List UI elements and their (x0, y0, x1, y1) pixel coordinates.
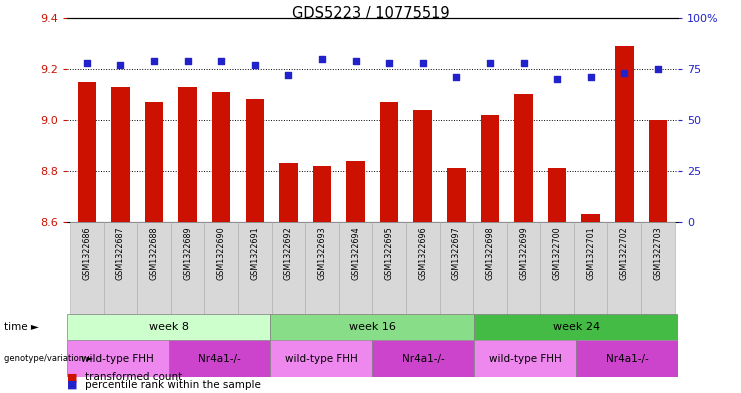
Text: GSM1322695: GSM1322695 (385, 227, 393, 281)
Text: GSM1322693: GSM1322693 (317, 227, 327, 280)
Point (182, 57, 193, 64)
Bar (205, 222, 238, 314)
Point (81, 59, 93, 66)
Text: GSM1322703: GSM1322703 (654, 227, 662, 280)
Text: GSM1322698: GSM1322698 (485, 227, 494, 280)
Bar (481, 115, 499, 222)
Point (249, 62, 261, 68)
Point (216, 57, 227, 64)
Point (282, 72, 294, 78)
Bar (67, 340, 168, 377)
Text: Nr4a1-/-: Nr4a1-/- (605, 354, 648, 364)
Bar (648, 120, 667, 222)
Bar (474, 340, 576, 377)
Bar (439, 222, 473, 314)
Bar (548, 168, 566, 222)
Bar (447, 168, 465, 222)
Bar (144, 102, 163, 222)
Point (416, 59, 428, 66)
Text: wild-type FHH: wild-type FHH (285, 354, 358, 364)
Text: GSM1322691: GSM1322691 (250, 227, 259, 280)
Bar (179, 86, 197, 222)
Text: ■: ■ (67, 380, 77, 390)
Bar (339, 222, 373, 314)
Point (350, 57, 362, 64)
Bar (608, 222, 641, 314)
Bar (279, 163, 298, 222)
Bar (641, 222, 674, 314)
Point (585, 74, 597, 80)
Bar (582, 214, 600, 222)
Text: GSM1322700: GSM1322700 (553, 227, 562, 280)
Text: GSM1322702: GSM1322702 (619, 227, 629, 281)
Point (652, 66, 664, 72)
Point (316, 55, 328, 62)
Bar (514, 94, 533, 222)
Bar (372, 222, 406, 314)
Bar (245, 99, 264, 222)
Text: GSM1322690: GSM1322690 (216, 227, 226, 280)
Bar (305, 222, 339, 314)
Bar (104, 222, 137, 314)
Text: Nr4a1-/-: Nr4a1-/- (198, 354, 241, 364)
Text: wild-type FHH: wild-type FHH (82, 354, 154, 364)
Bar (111, 86, 130, 222)
Text: GSM1322688: GSM1322688 (150, 227, 159, 280)
Bar (406, 222, 439, 314)
Text: GSM1322686: GSM1322686 (82, 227, 91, 280)
Text: GDS5223 / 10775519: GDS5223 / 10775519 (292, 6, 449, 21)
Bar (137, 222, 171, 314)
Text: genotype/variation ►: genotype/variation ► (4, 354, 93, 363)
Text: week 8: week 8 (149, 322, 188, 332)
Point (148, 57, 160, 64)
Text: Nr4a1-/-: Nr4a1-/- (402, 354, 445, 364)
Bar (272, 222, 305, 314)
Bar (540, 222, 574, 314)
Text: wild-type FHH: wild-type FHH (489, 354, 562, 364)
Text: GSM1322694: GSM1322694 (351, 227, 360, 280)
Bar (70, 222, 104, 314)
Text: GSM1322696: GSM1322696 (418, 227, 428, 280)
Bar (576, 340, 678, 377)
Bar (372, 340, 474, 377)
Bar (238, 222, 272, 314)
Text: week 16: week 16 (349, 322, 396, 332)
Text: ■: ■ (67, 372, 77, 382)
Text: GSM1322692: GSM1322692 (284, 227, 293, 281)
Point (115, 62, 127, 68)
Bar (507, 222, 540, 314)
Text: time ►: time ► (4, 322, 39, 332)
Text: percentile rank within the sample: percentile rank within the sample (85, 380, 261, 390)
Text: GSM1322699: GSM1322699 (519, 227, 528, 281)
Bar (67, 314, 270, 340)
Bar (473, 222, 507, 314)
Bar (168, 340, 270, 377)
Bar (270, 340, 372, 377)
Text: transformed count: transformed count (85, 372, 182, 382)
Bar (212, 92, 230, 222)
Bar (313, 166, 331, 222)
Point (551, 76, 563, 82)
Bar (171, 222, 205, 314)
Text: week 24: week 24 (553, 322, 599, 332)
Point (451, 74, 462, 80)
Bar (380, 102, 399, 222)
Point (484, 59, 496, 66)
Bar (270, 314, 474, 340)
Bar (574, 222, 608, 314)
Text: GSM1322689: GSM1322689 (183, 227, 192, 280)
Bar (413, 110, 432, 222)
Bar (346, 161, 365, 222)
Text: GSM1322697: GSM1322697 (452, 227, 461, 281)
Point (383, 59, 395, 66)
Bar (615, 46, 634, 222)
Point (618, 70, 630, 76)
Point (517, 59, 529, 66)
Text: GSM1322701: GSM1322701 (586, 227, 595, 280)
Text: GSM1322687: GSM1322687 (116, 227, 125, 280)
Bar (474, 314, 678, 340)
Bar (78, 81, 96, 222)
